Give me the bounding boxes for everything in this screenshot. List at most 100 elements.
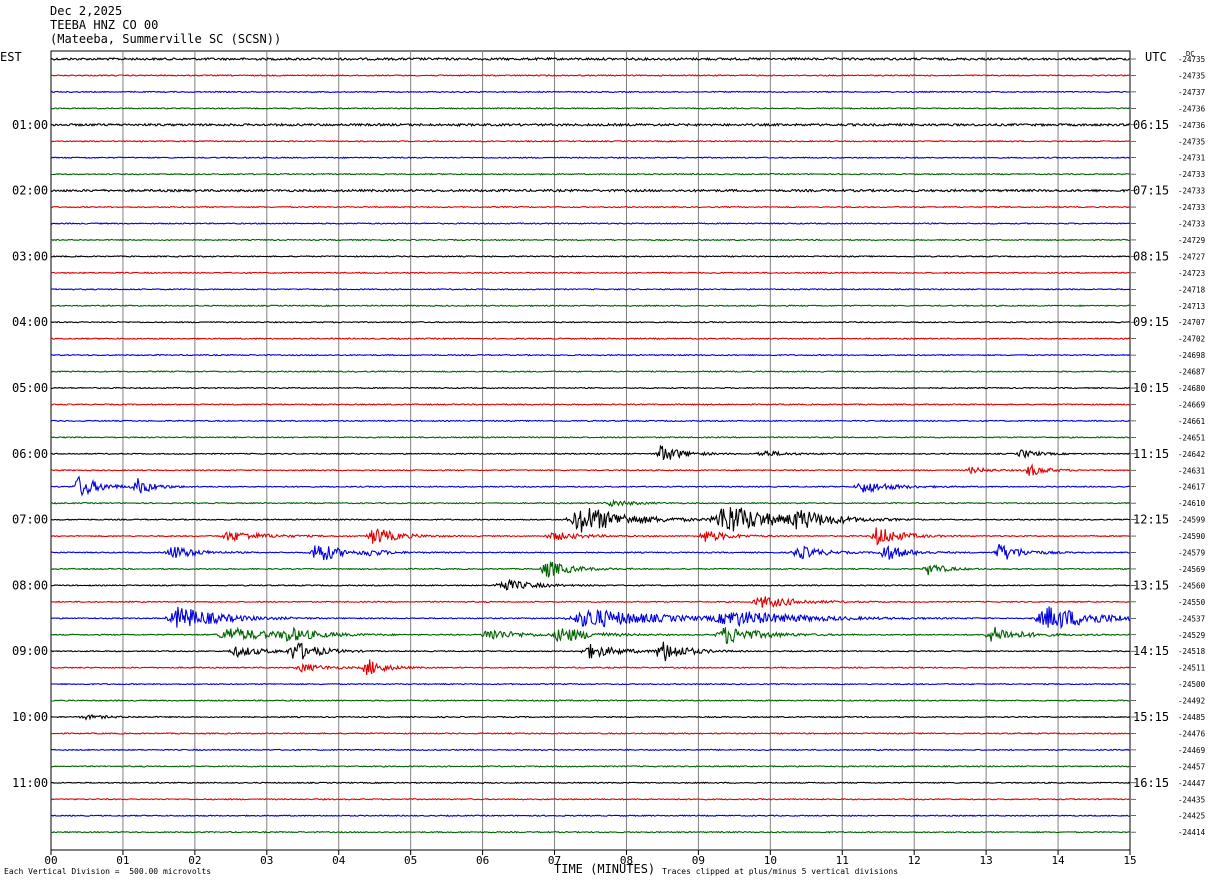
dc-offset-label: -24500 — [1178, 680, 1206, 689]
dc-offset-label: -24727 — [1178, 252, 1205, 261]
dc-offset-label: -24723 — [1178, 269, 1205, 278]
seismic-trace — [50, 641, 1131, 662]
seismic-trace — [50, 205, 1131, 209]
dc-offset-label: -24447 — [1178, 779, 1205, 788]
seismic-trace — [50, 765, 1131, 768]
dc-offset-label: -24680 — [1178, 384, 1206, 393]
seismic-trace — [50, 682, 1131, 686]
station-location: (Mateeba, Summerville SC (SCSN)) — [50, 32, 282, 46]
right-hour-label: 06:15 — [1133, 118, 1169, 132]
seismic-trace — [50, 781, 1131, 785]
x-tick-label: 15 — [1123, 854, 1136, 867]
dc-offset-label: -24735 — [1178, 55, 1205, 64]
seismic-trace — [50, 337, 1131, 340]
seismic-trace — [50, 732, 1131, 735]
dc-offset-label: -24702 — [1178, 335, 1205, 344]
seismic-trace — [50, 288, 1131, 291]
dc-offset-label: -24550 — [1178, 598, 1206, 607]
seismic-trace — [50, 463, 1131, 476]
dc-offset-label: -24579 — [1178, 549, 1205, 558]
dc-offset-label: -24737 — [1178, 88, 1205, 97]
seismic-trace — [50, 444, 1131, 460]
seismic-trace — [50, 386, 1131, 390]
chart-header: Dec 2,2025 TEEBA HNZ CO 00 (Mateeba, Sum… — [50, 4, 281, 46]
seismic-trace — [50, 238, 1131, 242]
seismic-trace — [50, 122, 1131, 128]
right-timezone-label: UTC — [1145, 50, 1167, 64]
right-hour-label: 09:15 — [1133, 315, 1169, 329]
dc-offset-label: -24735 — [1178, 137, 1205, 146]
dc-offset-label: -24425 — [1178, 812, 1205, 821]
right-hour-label: 11:15 — [1133, 447, 1169, 461]
x-axis-label: TIME (MINUTES) — [554, 862, 656, 876]
seismic-trace — [50, 606, 1131, 630]
seismic-trace — [50, 107, 1131, 110]
dc-offset-label: -24642 — [1178, 450, 1205, 459]
clip-note: Traces clipped at plus/minus 5 vertical … — [662, 867, 899, 876]
left-hour-label: 10:00 — [12, 710, 48, 724]
seismic-trace — [50, 353, 1131, 357]
right-hour-label: 12:15 — [1133, 513, 1169, 527]
seismic-trace — [50, 188, 1130, 193]
plot-frame — [50, 50, 1131, 851]
dc-offset-label: -24599 — [1178, 516, 1205, 525]
dc-offset-label: -24736 — [1178, 121, 1206, 130]
dc-offset-label: -24713 — [1178, 302, 1205, 311]
right-hour-label: 15:15 — [1133, 710, 1169, 724]
x-tick-label: 14 — [1051, 854, 1065, 867]
seismic-trace — [50, 172, 1131, 176]
left-hour-label: 01:00 — [12, 118, 48, 132]
seismic-trace — [50, 74, 1131, 77]
dc-offset-label: -24669 — [1178, 400, 1205, 409]
chart-date: Dec 2,2025 — [50, 4, 123, 18]
left-hour-label: 06:00 — [12, 447, 48, 461]
dc-offset-label: -24733 — [1178, 203, 1205, 212]
dc-offset-label: -24518 — [1178, 647, 1206, 656]
seismic-trace — [50, 814, 1131, 817]
seismic-trace — [50, 304, 1131, 308]
seismic-trace — [50, 419, 1131, 423]
dc-offset-label: -24529 — [1178, 631, 1205, 640]
x-tick-label: 06 — [476, 854, 489, 867]
dc-offset-label: -24569 — [1178, 565, 1205, 574]
dc-offset-label: -24733 — [1178, 170, 1205, 179]
dc-offset-label: -24651 — [1178, 433, 1205, 442]
dc-offset-label: -24537 — [1178, 614, 1205, 623]
dc-offset-label: -24631 — [1178, 466, 1205, 475]
dc-offset-label: -24729 — [1178, 236, 1205, 245]
x-tick-label: 01 — [116, 854, 129, 867]
dc-offset-label: -24485 — [1178, 713, 1205, 722]
dc-offset-label: -24718 — [1178, 285, 1206, 294]
dc-offset-label: -24492 — [1178, 697, 1205, 706]
seismic-trace — [50, 222, 1131, 225]
left-hour-label: 05:00 — [12, 381, 48, 395]
seismic-trace — [50, 90, 1130, 94]
dc-offset-label: -24707 — [1178, 318, 1205, 327]
seismic-trace — [50, 561, 1131, 578]
left-hour-label: 03:00 — [12, 249, 48, 263]
seismic-trace — [50, 139, 1131, 143]
seismic-trace — [50, 797, 1131, 801]
dc-offset-label: -24661 — [1178, 417, 1205, 426]
scale-note: Each Vertical Division = 500.00 microvol… — [4, 867, 212, 876]
dc-offset-label: -24414 — [1178, 828, 1206, 837]
left-hour-label: 11:00 — [12, 776, 48, 790]
x-tick-label: 02 — [188, 854, 201, 867]
x-tick-label: 11 — [836, 854, 849, 867]
dc-offset-label: -24733 — [1178, 220, 1205, 229]
dc-label: DC — [1186, 50, 1195, 58]
seismic-trace — [50, 436, 1131, 439]
right-hour-label: 13:15 — [1133, 578, 1169, 592]
seismic-trace — [50, 626, 1131, 644]
seismic-trace — [50, 403, 1131, 406]
x-tick-label: 09 — [692, 854, 705, 867]
x-tick-label: 13 — [980, 854, 993, 867]
dc-offset-label: -24511 — [1178, 664, 1205, 673]
dc-offset-label: -24735 — [1178, 71, 1205, 80]
dc-offset-label: -24687 — [1178, 368, 1205, 377]
right-hour-label: 16:15 — [1133, 776, 1169, 790]
dc-offset-label: -24469 — [1178, 746, 1205, 755]
x-tick-label: 10 — [764, 854, 777, 867]
seismic-trace — [50, 156, 1131, 159]
right-hour-label: 14:15 — [1133, 644, 1169, 658]
